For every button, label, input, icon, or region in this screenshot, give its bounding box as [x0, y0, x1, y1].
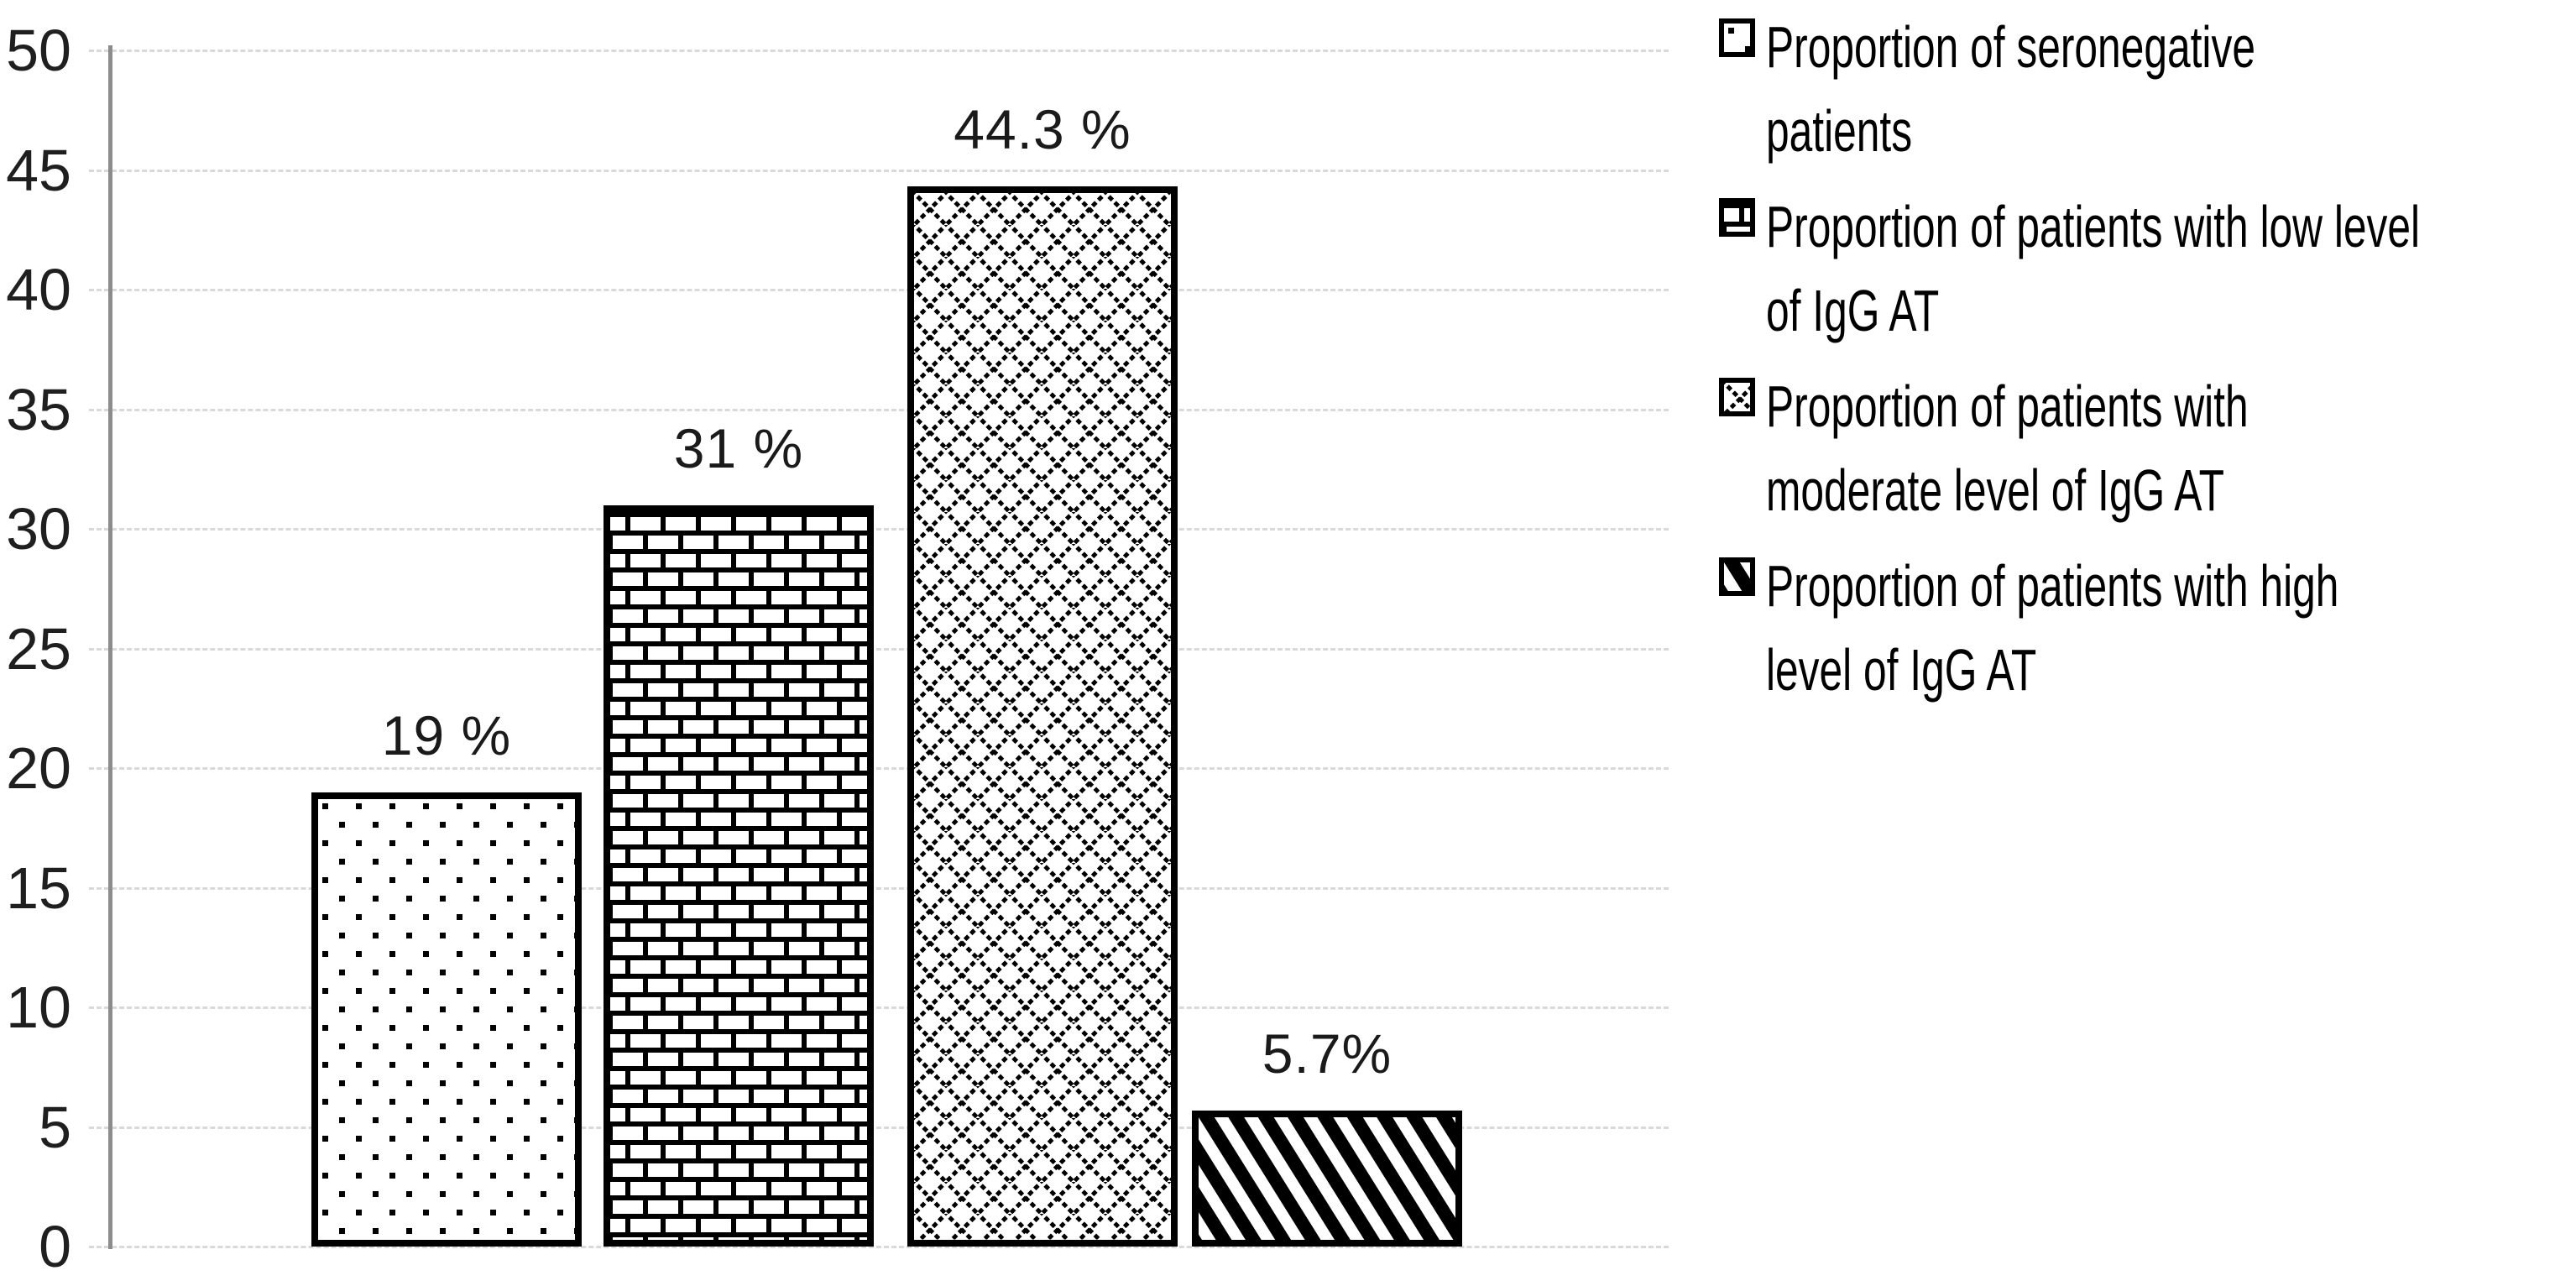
- dots-pattern-swatch: [1724, 24, 1750, 52]
- legend-item-high-level-igg: Proportion of patients with high level o…: [1719, 544, 2571, 712]
- bar-rect-diagonal-stripes: [1192, 1110, 1462, 1247]
- y-tick-label: 0: [39, 1214, 71, 1279]
- gridline: [89, 767, 1669, 770]
- diagonal-stripes-pattern-fill: [1199, 1116, 1455, 1240]
- diamond-lattice-pattern-fill: [914, 193, 1171, 1240]
- y-axis-line: [108, 45, 112, 1249]
- bar-low-level-igg: 31 %: [604, 416, 874, 1247]
- diagonal-stripes-pattern-swatch: [1724, 562, 1750, 591]
- gridline: [89, 886, 1669, 890]
- bar-rect-diamond-lattice: [907, 186, 1178, 1247]
- legend-item-moderate-level-igg: Proportion of patients with moderate lev…: [1719, 364, 2571, 532]
- gridline: [89, 50, 1669, 52]
- y-tick-label: 5: [39, 1094, 71, 1160]
- y-tick-label: 20: [6, 735, 71, 801]
- bar-value-label: 31 %: [673, 416, 804, 479]
- gridline: [89, 408, 1669, 411]
- bricks-pattern-fill: [610, 511, 867, 1240]
- diamond-lattice-pattern-swatch: [1724, 383, 1750, 411]
- y-tick-label: 35: [6, 376, 71, 442]
- legend-label-line: moderate level of IgG AT: [1766, 457, 2225, 523]
- legend-label-line: Proportion of seronegative: [1766, 14, 2255, 80]
- bar-value-label: 19 %: [381, 703, 512, 766]
- bar-value-label: 5.7%: [1262, 1022, 1393, 1085]
- legend-label: Proportion of seronegative patients: [1766, 5, 2255, 173]
- legend-label-line: Proportion of patients with high: [1766, 553, 2339, 619]
- bar-high-level-igg: 5.7%: [1192, 1022, 1462, 1247]
- legend-label-line: Proportion of patients with: [1766, 374, 2249, 439]
- y-tick-label: 50: [6, 18, 71, 83]
- legend-label: Proportion of patients with low level of…: [1766, 185, 2420, 353]
- gridline: [89, 169, 1669, 172]
- gridline: [89, 289, 1669, 291]
- legend-label: Proportion of patients with high level o…: [1766, 544, 2338, 712]
- y-tick-label: 10: [6, 975, 71, 1040]
- y-tick-label: 15: [6, 855, 71, 921]
- y-tick-label: 30: [6, 496, 71, 562]
- y-tick-label: 40: [6, 257, 71, 322]
- bar-value-label: 44.3 %: [954, 98, 1131, 161]
- y-tick-label: 45: [6, 137, 71, 203]
- gridline: [89, 1246, 1669, 1248]
- legend-label: Proportion of patients with moderate lev…: [1766, 364, 2249, 532]
- legend-item-low-level-igg: Proportion of patients with low level of…: [1719, 185, 2571, 353]
- gridline: [89, 1126, 1669, 1129]
- legend-label-line: Proportion of patients with low level: [1766, 194, 2421, 259]
- bar-moderate-level-igg: 44.3 %: [907, 97, 1178, 1247]
- bricks-pattern-swatch: [1724, 203, 1750, 232]
- legend-label-line: of IgG AT: [1766, 278, 1940, 343]
- legend-marker-dots: [1719, 18, 1755, 57]
- plot-area: 19 % 31 % 44.3 % 5.7%: [89, 50, 1669, 1248]
- gridline: [89, 647, 1669, 651]
- y-tick-label: 25: [6, 615, 71, 682]
- legend-item-seronegative: Proportion of seronegative patients: [1719, 5, 2571, 173]
- legend-label-line: patients: [1766, 98, 1913, 164]
- legend-label-line: level of IgG AT: [1766, 637, 2037, 703]
- legend-marker-diamond-lattice: [1719, 378, 1755, 416]
- bar-rect-dots: [311, 792, 582, 1247]
- legend-marker-bricks: [1719, 198, 1755, 237]
- y-axis-tick-labels: 0 5 10 15 20 25 30 35 40 45 50: [0, 21, 71, 1276]
- bar-seronegative-patients: 19 %: [311, 703, 582, 1247]
- gridline: [89, 1006, 1669, 1009]
- legend: Proportion of seronegative patients Prop…: [1719, 5, 2571, 724]
- dots-pattern-fill: [318, 798, 575, 1240]
- legend-marker-diagonal-stripes: [1719, 557, 1755, 596]
- gridline: [89, 528, 1669, 531]
- bar-rect-bricks: [604, 504, 874, 1247]
